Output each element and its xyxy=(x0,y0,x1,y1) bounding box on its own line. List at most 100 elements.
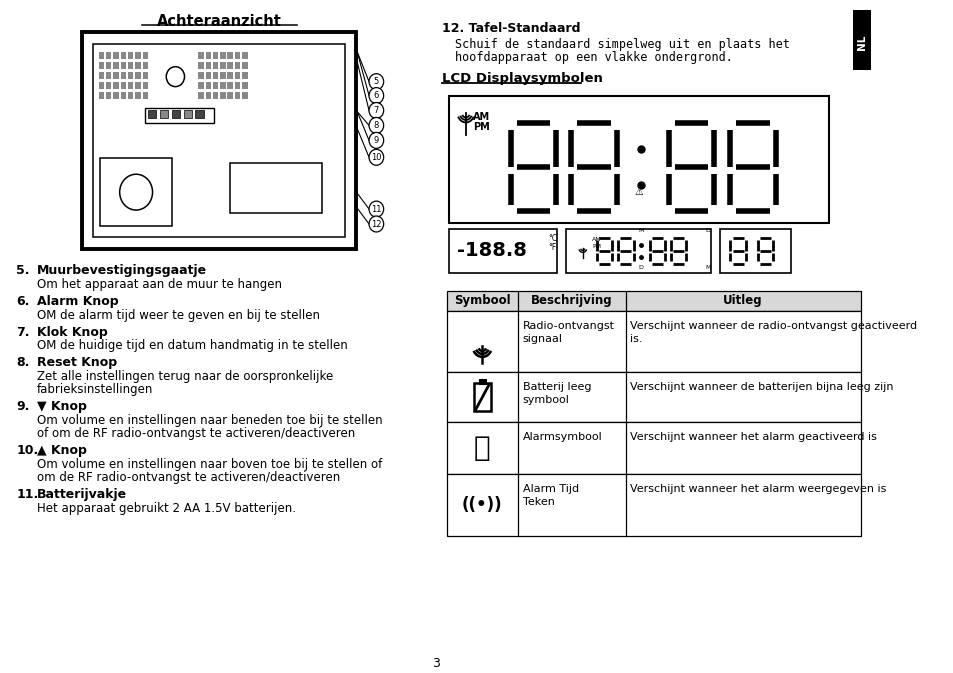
Text: ▼ Knop: ▼ Knop xyxy=(36,400,87,413)
Text: Alarm Tijd: Alarm Tijd xyxy=(522,484,578,494)
Text: Muurbevestigingsgaatje: Muurbevestigingsgaatje xyxy=(36,264,207,277)
Text: LCD Displaysymbolen: LCD Displaysymbolen xyxy=(441,72,602,85)
Text: °C: °C xyxy=(548,234,557,243)
Text: 9.: 9. xyxy=(16,400,30,413)
Text: Symbool: Symbool xyxy=(454,294,510,307)
Text: CE: CE xyxy=(262,170,274,180)
Bar xyxy=(205,52,211,59)
Text: ⚠: ⚠ xyxy=(634,187,642,197)
Bar xyxy=(106,72,112,79)
Text: ⏰: ⏰ xyxy=(474,434,490,462)
Bar xyxy=(128,92,133,98)
Circle shape xyxy=(369,73,383,90)
Text: Zet alle instellingen terug naar de oorspronkelijke: Zet alle instellingen terug naar de oors… xyxy=(36,370,333,384)
Text: 10: 10 xyxy=(371,153,381,162)
Text: Om volume en instellingen naar beneden toe bij te stellen: Om volume en instellingen naar beneden t… xyxy=(36,414,382,427)
Bar xyxy=(135,72,140,79)
Bar xyxy=(446,422,860,474)
Bar xyxy=(234,72,240,79)
Text: 5: 5 xyxy=(374,77,378,86)
Bar xyxy=(227,81,233,89)
Bar xyxy=(142,81,148,89)
Text: -188.8: -188.8 xyxy=(456,242,526,260)
Text: 11.: 11. xyxy=(16,488,39,501)
Text: D: D xyxy=(639,264,643,270)
Bar xyxy=(120,81,126,89)
Bar xyxy=(98,72,104,79)
Bar xyxy=(566,229,710,273)
Text: 7: 7 xyxy=(374,106,378,115)
Bar xyxy=(135,52,140,59)
Bar xyxy=(106,62,112,69)
Bar xyxy=(449,229,557,273)
Bar xyxy=(446,311,860,372)
Text: fabrieksinstellingen: fabrieksinstellingen xyxy=(36,384,152,396)
Bar xyxy=(446,474,860,536)
Bar xyxy=(135,81,140,89)
Text: ((•)): ((•)) xyxy=(461,496,502,513)
Bar xyxy=(242,92,247,98)
Bar xyxy=(227,62,233,69)
Bar xyxy=(106,52,112,59)
Bar xyxy=(98,52,104,59)
Bar xyxy=(98,92,104,98)
Bar xyxy=(145,108,213,123)
Bar xyxy=(106,92,112,98)
Text: Om volume en instellingen naar boven toe bij te stellen of: Om volume en instellingen naar boven toe… xyxy=(36,458,381,471)
Bar xyxy=(234,52,240,59)
Bar xyxy=(142,92,148,98)
Circle shape xyxy=(369,87,383,104)
Text: Verschijnt wanneer het alarm weergegeven is: Verschijnt wanneer het alarm weergegeven… xyxy=(630,484,885,494)
Text: Verschijnt wanneer de batterijen bijna leeg zijn: Verschijnt wanneer de batterijen bijna l… xyxy=(630,382,893,392)
Bar xyxy=(82,32,355,249)
Text: signaal: signaal xyxy=(522,334,562,343)
Bar xyxy=(213,72,218,79)
Bar xyxy=(113,81,118,89)
Text: Teken: Teken xyxy=(522,497,554,507)
Bar xyxy=(205,81,211,89)
Bar xyxy=(220,81,226,89)
Bar xyxy=(98,62,104,69)
Text: Alarmsymbool: Alarmsymbool xyxy=(522,432,601,442)
Bar xyxy=(135,62,140,69)
Text: Schuif de standaard simpelweg uit en plaats het: Schuif de standaard simpelweg uit en pla… xyxy=(455,38,789,51)
Text: Klok Knop: Klok Knop xyxy=(36,326,107,339)
Text: Achteraanzicht: Achteraanzicht xyxy=(156,14,281,29)
Text: Verschijnt wanneer het alarm geactiveerd is: Verschijnt wanneer het alarm geactiveerd… xyxy=(630,432,876,442)
Bar xyxy=(98,81,104,89)
Bar xyxy=(852,10,870,70)
Circle shape xyxy=(119,174,152,210)
Text: Reset Knop: Reset Knop xyxy=(36,357,116,369)
Bar xyxy=(205,62,211,69)
Bar xyxy=(198,52,204,59)
Bar xyxy=(100,158,172,226)
Bar xyxy=(220,62,226,69)
Text: om de RF radio-ontvangst te activeren/deactiveren: om de RF radio-ontvangst te activeren/de… xyxy=(36,471,339,484)
Bar xyxy=(446,291,860,311)
Bar xyxy=(474,384,490,411)
Text: ▲ Knop: ▲ Knop xyxy=(36,444,87,457)
Circle shape xyxy=(369,102,383,118)
Bar xyxy=(113,52,118,59)
Text: AM: AM xyxy=(591,237,601,242)
Circle shape xyxy=(166,67,184,87)
Text: 3: 3 xyxy=(432,657,439,670)
Text: Batterijvakje: Batterijvakje xyxy=(36,488,127,501)
Bar xyxy=(242,81,247,89)
Text: 9: 9 xyxy=(374,136,378,145)
Bar xyxy=(227,52,233,59)
Text: PM: PM xyxy=(591,244,600,249)
Bar xyxy=(446,372,860,422)
Text: 10.: 10. xyxy=(16,444,39,457)
Text: M: M xyxy=(638,228,643,233)
Bar xyxy=(93,44,345,237)
Bar xyxy=(449,96,827,223)
Circle shape xyxy=(369,216,383,232)
Bar xyxy=(113,72,118,79)
Bar xyxy=(198,81,204,89)
Text: of om de RF radio-ontvangst te activeren/deactiveren: of om de RF radio-ontvangst te activeren… xyxy=(36,427,355,440)
Bar xyxy=(113,92,118,98)
Bar xyxy=(106,81,112,89)
Text: Uitleg: Uitleg xyxy=(722,294,762,307)
Text: OM de alarm tijd weer te geven en bij te stellen: OM de alarm tijd weer te geven en bij te… xyxy=(36,309,319,322)
